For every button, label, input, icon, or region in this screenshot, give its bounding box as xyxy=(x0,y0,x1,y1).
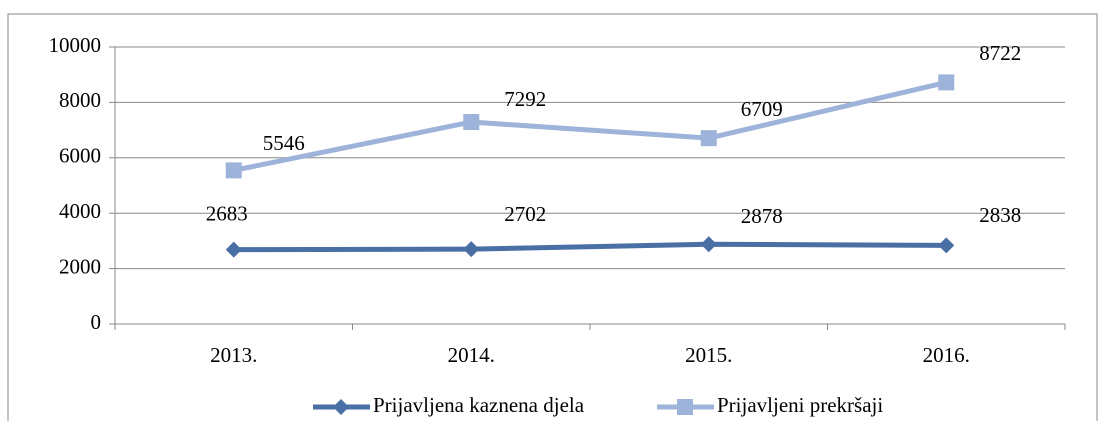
marker xyxy=(938,74,955,91)
marker xyxy=(700,236,717,253)
legend-label: Prijavljeni prekršaji xyxy=(717,393,883,417)
x-tick-label: 2013. xyxy=(210,343,257,367)
marker xyxy=(225,162,242,179)
data-label: 5546 xyxy=(263,131,305,155)
y-tick-label: 10000 xyxy=(49,33,102,57)
x-tick-label: 2016. xyxy=(923,343,970,367)
data-label: 2702 xyxy=(504,202,546,226)
x-tick-label: 2014. xyxy=(448,343,495,367)
chart-frame xyxy=(7,13,1098,421)
legend-label: Prijavljena kaznena djela xyxy=(373,393,585,417)
y-tick-label: 2000 xyxy=(59,254,101,278)
data-label: 2878 xyxy=(741,204,783,228)
series-line xyxy=(233,79,947,173)
x-tick-label: 2015. xyxy=(685,343,732,367)
y-tick-label: 6000 xyxy=(59,144,101,168)
y-tick-label: 0 xyxy=(91,310,102,334)
marker xyxy=(463,114,480,131)
data-label: 6709 xyxy=(741,97,783,121)
y-tick-label: 4000 xyxy=(59,199,101,223)
marker xyxy=(225,241,242,258)
data-label: 8722 xyxy=(979,41,1021,65)
marker xyxy=(677,399,693,415)
data-label: 2838 xyxy=(979,203,1021,227)
marker xyxy=(333,399,349,415)
data-label: 7292 xyxy=(504,87,546,111)
y-tick-label: 8000 xyxy=(59,88,101,112)
data-label: 2683 xyxy=(206,201,248,225)
marker xyxy=(700,130,717,147)
marker xyxy=(938,237,955,254)
marker xyxy=(463,241,480,258)
series-line xyxy=(233,241,947,253)
